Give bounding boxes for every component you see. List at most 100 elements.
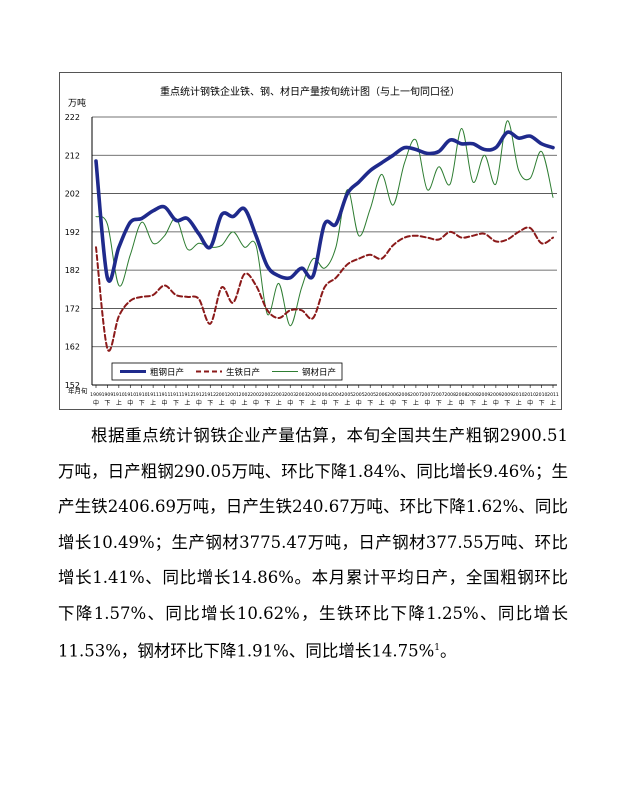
x-tick-label: 2007: [410, 392, 422, 398]
x-tick-label: 2007: [433, 392, 445, 398]
x-tick-label: 2006: [399, 392, 411, 398]
x-tick-label: 2008: [456, 392, 468, 398]
x-tick-label: 2009: [479, 392, 491, 398]
x-tick-sublabel: 中: [253, 399, 259, 407]
x-tick-sublabel: 上: [276, 399, 282, 407]
x-tick-label: 2006: [376, 392, 388, 398]
x-tick-label: 2008: [444, 392, 456, 398]
y-tick-label: 162: [65, 343, 80, 352]
x-tick-sublabel: 下: [367, 400, 373, 407]
x-tick-sublabel: 上: [344, 399, 350, 407]
x-tick-sublabel: 中: [390, 399, 396, 407]
y-tick-label: 192: [65, 228, 80, 237]
legend-label: 生铁日产: [226, 367, 260, 378]
x-tick-sublabel: 下: [333, 400, 339, 407]
x-tick-label: 2001: [216, 392, 228, 398]
x-tick-label: 2010: [524, 392, 536, 398]
legend-box: [111, 362, 343, 381]
x-tick-sublabel: 中: [493, 399, 499, 407]
x-tick-label: 2003: [273, 392, 285, 398]
y-tick-label: 172: [65, 304, 80, 313]
x-tick-sublabel: 上: [413, 399, 419, 407]
x-tick-sublabel: 下: [401, 400, 407, 407]
x-tick-sublabel: 上: [184, 399, 190, 407]
x-tick-label: 2005: [353, 392, 365, 398]
x-tick-sublabel: 上: [242, 399, 248, 407]
x-tick-label: 2004: [330, 392, 342, 398]
legend-label: 粗钢日产: [150, 367, 184, 378]
x-tick-label: 2002: [250, 392, 262, 398]
x-tick-label: 1910: [113, 392, 125, 398]
y-tick-label: 152: [65, 381, 80, 390]
x-tick-sublabel: 下: [264, 400, 270, 407]
x-tick-sublabel: 下: [539, 400, 545, 407]
x-tick-sublabel: 下: [173, 400, 179, 407]
x-tick-label: 2005: [364, 392, 376, 398]
x-axis-label: 年月旬: [68, 386, 88, 395]
x-tick-sublabel: 下: [139, 400, 145, 407]
x-tick-sublabel: 中: [230, 399, 236, 407]
x-tick-label: 2009: [501, 392, 513, 398]
x-tick-label: 1911: [147, 392, 159, 398]
x-tick-label: 1912: [182, 392, 194, 398]
x-tick-sublabel: 中: [162, 399, 168, 407]
x-tick-label: 2006: [387, 392, 399, 398]
x-tick-sublabel: 中: [321, 399, 327, 407]
x-tick-label: 2004: [307, 392, 319, 398]
y-tick-label: 222: [65, 113, 80, 122]
x-tick-sublabel: 中: [527, 399, 533, 407]
x-tick-label: 2008: [467, 392, 479, 398]
legend-label: 钢材日产: [302, 367, 336, 378]
x-tick-sublabel: 上: [310, 399, 316, 407]
x-tick-label: 1910: [136, 392, 148, 398]
x-tick-label: 2004: [319, 392, 331, 398]
x-tick-sublabel: 上: [116, 399, 122, 407]
x-tick-label: 2005: [341, 392, 353, 398]
x-tick-sublabel: 中: [459, 399, 465, 407]
series-line-crude-steel: [94, 130, 555, 283]
x-tick-label: 2010: [513, 392, 525, 398]
x-tick-label: 1911: [159, 392, 171, 398]
x-tick-sublabel: 下: [504, 400, 510, 407]
x-tick-label: 1910: [124, 392, 136, 398]
x-tick-sublabel: 上: [150, 399, 156, 407]
x-tick-label: 1912: [193, 392, 205, 398]
x-tick-sublabel: 下: [207, 400, 213, 407]
x-tick-sublabel: 上: [550, 399, 556, 407]
document-body: 根据重点统计钢铁企业产量估算，本旬全国共生产粗钢2900.51万吨，日产粗钢29…: [58, 418, 568, 669]
chart-frame: 重点统计钢铁企业铁、钢、材日产量按旬统计图（与上一旬同口径） 万吨 222 212 20…: [59, 72, 562, 410]
steel-production-chart: 重点统计钢铁企业铁、钢、材日产量按旬统计图（与上一旬同口径） 万吨 222 212 20…: [65, 85, 559, 407]
x-tick-label: 1909: [102, 392, 114, 398]
x-tick-sublabel: 下: [104, 400, 110, 407]
chart-title: 重点统计钢铁企业铁、钢、材日产量按旬统计图（与上一旬同口径）: [160, 85, 460, 98]
x-tick-label: 2011: [547, 392, 559, 398]
y-axis-unit-label: 万吨: [68, 97, 86, 109]
x-tick-label: 1912: [204, 392, 216, 398]
x-tick-sublabel: 中: [287, 399, 293, 407]
x-tick-sublabel: 下: [470, 400, 476, 407]
y-tick-label: 182: [65, 266, 80, 275]
x-tick-sublabel: 下: [299, 400, 305, 407]
x-tick-sublabel: 中: [424, 399, 430, 407]
paragraph-text: 根据重点统计钢铁企业产量估算，本旬全国共生产粗钢2900.51万吨，日产粗钢29…: [58, 426, 568, 661]
x-tick-label: 2003: [284, 392, 296, 398]
series-line-pig-iron: [95, 226, 554, 352]
y-tick-label: 202: [65, 190, 80, 199]
x-tick-label: 2009: [490, 392, 502, 398]
x-tick-label: 1909: [90, 392, 102, 398]
x-tick-sublabel: 中: [93, 399, 99, 407]
x-tick-sublabel: 下: [436, 400, 442, 407]
x-tick-sublabel: 上: [219, 399, 225, 407]
paragraph-end: 。: [439, 641, 457, 661]
x-tick-sublabel: 中: [356, 399, 362, 407]
x-tick-sublabel: 上: [447, 399, 453, 407]
x-tick-label: 2001: [227, 392, 239, 398]
x-tick-label: 2003: [296, 392, 308, 398]
x-tick-sublabel: 中: [127, 399, 133, 407]
report-paragraph: 根据重点统计钢铁企业产量估算，本旬全国共生产粗钢2900.51万吨，日产粗钢29…: [58, 418, 568, 669]
x-tick-label: 2007: [421, 392, 433, 398]
x-tick-label: 1911: [170, 392, 182, 398]
x-tick-sublabel: 上: [481, 399, 487, 407]
x-tick-label: 2002: [262, 392, 274, 398]
x-tick-sublabel: 上: [379, 399, 385, 407]
